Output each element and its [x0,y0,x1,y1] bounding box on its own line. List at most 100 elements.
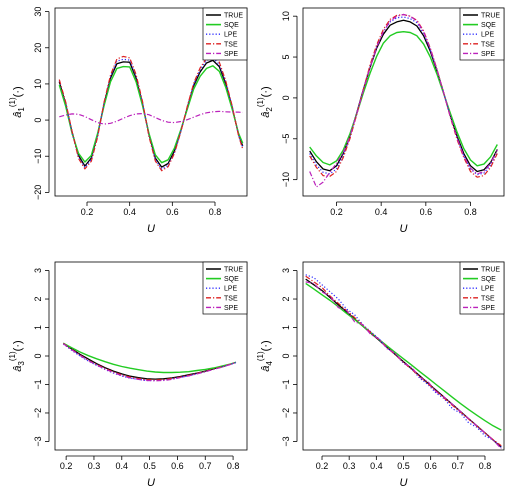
series-line-true [58,59,244,168]
x-tick-label: 0.3 [88,461,101,471]
x-tick-label: 0.6 [171,461,184,471]
y-tick-label: 0 [33,353,43,358]
series-line-spe [62,343,237,382]
plot-frame [54,261,248,451]
series-line-lpe [62,343,237,382]
y-axis-label: â2(1)(·) [256,86,274,117]
legend-label-sqe: SQE [224,276,239,283]
y-tick-label: 2 [33,297,43,302]
y-axis-label: â3(1)(·) [8,340,26,371]
y-tick-label: 20 [33,43,43,53]
legend-label-spe: SPE [481,305,495,312]
legend-label-true: TRUE [481,13,500,20]
x-tick-label: 0.8 [479,461,492,471]
legend: TRUE SQE LPE TSE SPE [459,7,505,61]
x-tick-label: 0.8 [227,461,240,471]
x-tick-label: 0.8 [464,207,477,217]
y-tick-label: −3 [33,436,43,446]
x-tick-label: 0.2 [81,207,94,217]
y-tick-label: −5 [281,134,291,144]
plot-frame [302,7,505,197]
y-tick-label: 10 [33,79,43,89]
legend: TRUE SQE LPE TSE SPE [202,7,248,61]
x-axis-label: U [147,477,155,489]
series-line-sqe [62,342,237,374]
y-axis-label: â1(1)(·) [8,86,26,117]
legend-label-lpe: LPE [481,286,495,293]
y-tick-label: −10 [33,149,43,164]
x-tick-label: 0.2 [330,207,343,217]
legend-label-true: TRUE [224,13,243,20]
legend-label-tse: TSE [224,295,238,302]
y-tick-label: −2 [33,408,43,418]
y-tick-label: −3 [281,436,291,446]
x-tick-label: 0.5 [397,461,410,471]
series-line-true [309,19,498,173]
x-tick-label: 0.4 [370,461,383,471]
y-tick-label: 10 [281,11,291,21]
x-tick-label: 0.4 [123,207,136,217]
panel-4: 0.2 0.3 0.4 0.5 0.6 0.7 0.8 −3 −2 −1 0 1 2 3 Uâ4(1)(·)… [256,261,505,489]
x-tick-label: 0.7 [452,461,465,471]
y-tick-label: −1 [33,379,43,389]
legend: TRUE SQE LPE TSE SPE [202,261,248,315]
x-axis-label: U [147,223,155,235]
y-tick-label: 0 [281,353,291,358]
y-tick-label: 0 [281,95,291,100]
series-line-sqe [309,31,498,167]
panel-2: 0.2 0.4 0.6 0.8 −10 −5 0 5 10 Uâ2(1)(·) TRUE SQE LPE… [256,7,505,235]
legend-label-tse: TSE [224,41,238,48]
legend-label-spe: SPE [224,51,238,58]
legend-label-sqe: SQE [481,22,496,29]
x-axis-label: U [400,477,408,489]
series-line-sqe [58,65,244,164]
y-tick-label: 0 [33,118,43,123]
legend-label-lpe: LPE [224,286,238,293]
series-group [309,13,498,188]
x-tick-label: 0.8 [209,207,222,217]
series-line-lpe [58,57,244,170]
legend-label-lpe: LPE [481,32,495,39]
series-line-tse [58,54,244,172]
y-tick-label: −20 [33,185,43,200]
y-tick-label: 3 [33,268,43,273]
y-tick-label: −2 [281,408,291,418]
plot-frame [54,7,248,197]
legend: TRUE SQE LPE TSE SPE [459,261,505,315]
x-tick-label: 0.4 [375,207,388,217]
y-tick-label: −1 [281,379,291,389]
series-line-spe [59,110,243,125]
legend-label-tse: TSE [481,41,495,48]
x-tick-label: 0.4 [116,461,129,471]
series-line-spe [309,13,498,188]
series-line-spe [305,281,502,450]
x-tick-label: 0.6 [166,207,179,217]
x-tick-label: 0.6 [424,461,437,471]
series-group [305,274,502,450]
panel-3: 0.2 0.3 0.4 0.5 0.6 0.7 0.8 −3 −2 −1 0 1 2 3 Uâ3(1)(·)… [8,261,248,489]
legend-label-true: TRUE [481,267,500,274]
x-tick-label: 0.3 [343,461,356,471]
y-tick-label: 1 [33,325,43,330]
y-tick-label: 30 [33,7,43,17]
y-tick-label: 2 [281,297,291,302]
legend-label-true: TRUE [224,267,243,274]
legend-label-spe: SPE [224,305,238,312]
series-group [62,342,237,382]
y-axis-label: â4(1)(·) [256,340,274,371]
plot-frame [302,261,505,451]
series-group [58,54,244,172]
x-tick-label: 0.2 [316,461,329,471]
y-tick-label: −10 [281,172,291,187]
legend-label-sqe: SQE [224,22,239,29]
panel-1: 0.2 0.4 0.6 0.8 −20 −10 0 10 20 30 Uâ1(1)(·) TRUE SQ… [8,7,248,235]
y-tick-label: 1 [281,325,291,330]
x-tick-label: 0.2 [60,461,73,471]
legend-label-spe: SPE [481,51,495,58]
legend-label-sqe: SQE [481,276,496,283]
x-axis-label: U [400,223,408,235]
x-tick-label: 0.6 [420,207,433,217]
x-tick-label: 0.7 [199,461,212,471]
y-tick-label: 3 [281,268,291,273]
